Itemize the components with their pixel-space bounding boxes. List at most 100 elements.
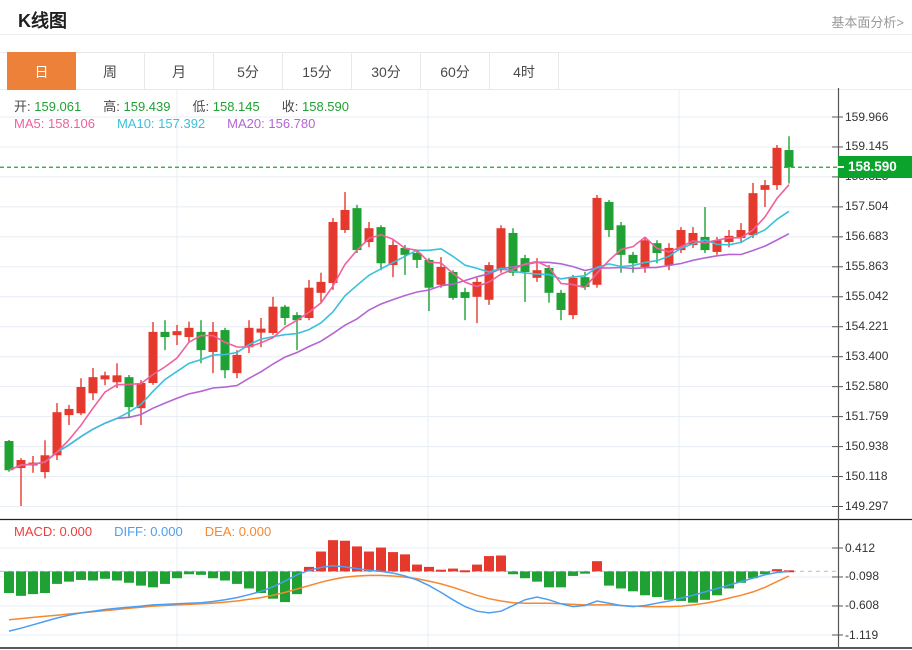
open-legend: 开: 159.061 bbox=[14, 99, 82, 114]
macd-histogram-bar bbox=[760, 571, 770, 575]
price-tick-dash bbox=[838, 165, 844, 168]
tab-15分[interactable]: 15分 bbox=[283, 52, 352, 90]
candle-body bbox=[220, 330, 230, 371]
price-axis-label: 150.938 bbox=[845, 439, 889, 454]
tab-4时[interactable]: 4时 bbox=[490, 52, 559, 90]
candle-body bbox=[256, 328, 266, 333]
macd-histogram-bar bbox=[196, 571, 206, 575]
macd-axis-label: 0.412 bbox=[845, 540, 876, 555]
macd-histogram-bar bbox=[436, 569, 446, 572]
high-legend: 高: 159.439 bbox=[103, 99, 171, 114]
macd-histogram-bar bbox=[580, 571, 590, 574]
candle-body bbox=[160, 331, 170, 337]
macd-histogram-bar bbox=[484, 556, 494, 572]
price-axis-label: 149.297 bbox=[845, 499, 889, 513]
candle-body bbox=[496, 228, 506, 271]
candle-body bbox=[376, 227, 386, 264]
tab-周[interactable]: 周 bbox=[76, 52, 145, 90]
candle-body bbox=[280, 306, 290, 319]
candle-body bbox=[640, 240, 650, 267]
candle-body bbox=[688, 232, 698, 245]
macd-histogram-bar bbox=[700, 571, 710, 600]
macd-histogram-bar bbox=[280, 571, 290, 603]
tab-30分[interactable]: 30分 bbox=[352, 52, 421, 90]
close-legend: 收: 158.590 bbox=[281, 99, 349, 114]
current-price-badge: 158.590 bbox=[838, 156, 912, 179]
macd-histogram-bar bbox=[232, 571, 242, 584]
tab-日[interactable]: 日 bbox=[7, 52, 76, 90]
candle-body bbox=[508, 232, 518, 273]
macd-histogram-bar bbox=[52, 571, 62, 584]
candle-body bbox=[736, 230, 746, 239]
candle-body bbox=[544, 267, 554, 293]
ma5-legend: MA5: 158.106 bbox=[14, 116, 95, 131]
macd-histogram-bar bbox=[184, 571, 194, 575]
macd-histogram-bar bbox=[652, 571, 662, 597]
tab-60分[interactable]: 60分 bbox=[421, 52, 490, 90]
candle-body bbox=[100, 375, 110, 380]
macd-histogram-bar bbox=[604, 571, 614, 586]
interval-tabbar: 日周月 5分 15分 30分 60分 4时 bbox=[7, 52, 559, 90]
fundamental-analysis-link[interactable]: 基本面分析> bbox=[831, 15, 904, 30]
candle-body bbox=[184, 327, 194, 337]
candle-body bbox=[52, 412, 62, 456]
candle-body bbox=[364, 228, 374, 243]
macd-histogram-bar bbox=[640, 571, 650, 596]
macd-histogram-bar bbox=[112, 571, 122, 581]
candle-body bbox=[628, 254, 638, 264]
price-axis-label: 153.400 bbox=[845, 349, 889, 364]
candle-body bbox=[196, 331, 206, 351]
macd-histogram-bar bbox=[724, 571, 734, 589]
macd-histogram-bar bbox=[124, 571, 134, 583]
candle-body bbox=[244, 327, 254, 348]
candle-body bbox=[604, 201, 614, 231]
macd-legend: MACD: 0.000 DIFF: 0.000 DEA: 0.000 bbox=[14, 524, 293, 539]
ma-legend: MA5: 158.106 MA10: 157.392 MA20: 156.780 bbox=[14, 116, 337, 131]
dea-line bbox=[8, 574, 790, 621]
tab-5分[interactable]: 5分 bbox=[214, 52, 283, 90]
price-axis-label: 155.042 bbox=[845, 289, 889, 304]
macd-histogram-bar bbox=[172, 571, 182, 579]
kline-plot-area[interactable] bbox=[0, 90, 838, 519]
macd-histogram-bar bbox=[784, 570, 794, 573]
macd-histogram-bar bbox=[676, 571, 686, 601]
candle-body bbox=[304, 287, 314, 319]
macd-histogram-bar bbox=[532, 571, 542, 582]
macd-histogram-bar bbox=[64, 571, 74, 582]
candle-body bbox=[340, 209, 350, 231]
price-axis-label: 151.759 bbox=[845, 409, 889, 424]
ma5-line bbox=[8, 184, 790, 471]
macd-plot-area[interactable] bbox=[0, 520, 838, 648]
dea-value-legend: DEA: 0.000 bbox=[204, 524, 272, 539]
macd-histogram-bar bbox=[316, 551, 326, 572]
macd-histogram-bar bbox=[688, 571, 698, 603]
candle-body bbox=[64, 408, 74, 416]
macd-histogram-bar bbox=[544, 571, 554, 588]
candle-body bbox=[712, 240, 722, 252]
macd-histogram-bar bbox=[268, 571, 278, 599]
macd-histogram-bar bbox=[520, 571, 530, 579]
macd-histogram-bar bbox=[208, 571, 218, 579]
candle-body bbox=[448, 272, 458, 298]
page-title: K线图 bbox=[18, 11, 67, 31]
tab-月[interactable]: 月 bbox=[145, 52, 214, 90]
macd-axis-label: -1.119 bbox=[845, 627, 879, 642]
candle-body bbox=[784, 150, 794, 168]
macd-histogram-bar bbox=[376, 547, 386, 572]
header-divider bbox=[0, 34, 912, 35]
price-axis-label: 155.863 bbox=[845, 259, 889, 274]
candle-body bbox=[400, 247, 410, 255]
macd-histogram-bar bbox=[748, 571, 758, 579]
candle-body bbox=[124, 377, 134, 408]
price-axis-label: 159.145 bbox=[845, 139, 889, 154]
price-axis-label: 159.966 bbox=[845, 109, 889, 124]
candle-body bbox=[232, 354, 242, 374]
macd-histogram-bar bbox=[328, 540, 338, 572]
candle-body bbox=[580, 277, 590, 287]
macd-histogram-bar bbox=[664, 571, 674, 600]
macd-histogram-bar bbox=[472, 564, 482, 572]
macd-histogram-bar bbox=[424, 566, 434, 572]
candle-body bbox=[412, 253, 422, 260]
candle-body bbox=[388, 244, 398, 266]
candle-body bbox=[40, 455, 50, 473]
